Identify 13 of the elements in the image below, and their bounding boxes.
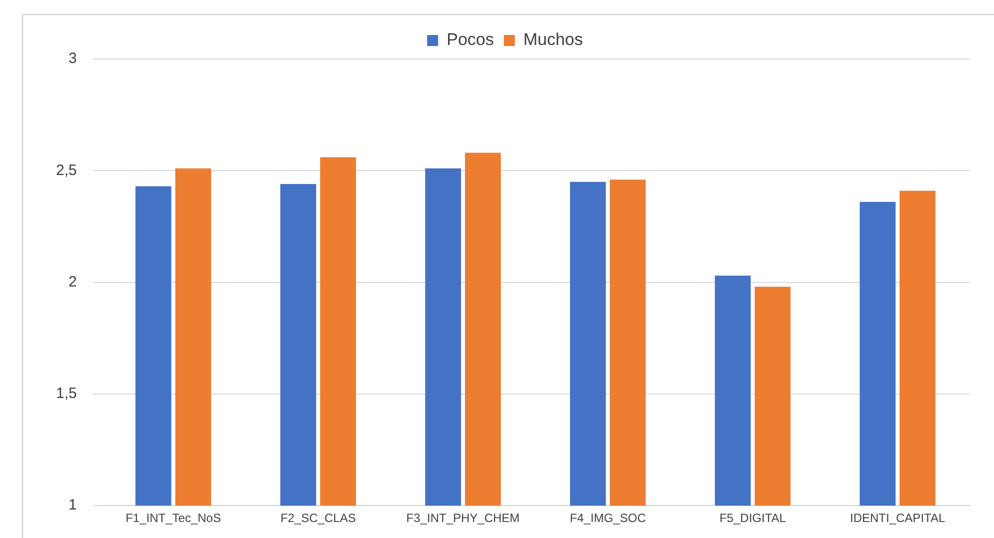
y-tick-label: 2,5	[56, 162, 77, 179]
y-tick-label: 1	[68, 496, 77, 514]
x-tick-label: F1_INT_Tec_NoS	[126, 511, 221, 526]
legend-label: Muchos	[523, 30, 583, 50]
y-tick-label: 1,5	[56, 385, 77, 402]
x-tick-label: F4_IMG_SOC	[570, 511, 646, 526]
x-tick-label: IDENTI_CAPITAL	[850, 511, 946, 526]
x-tick-label: F5_DIGITAL	[719, 511, 786, 526]
x-tick-label: F2_SC_CLAS	[280, 511, 356, 526]
y-tick-label: 2	[68, 273, 77, 290]
legend-label: Pocos	[446, 30, 494, 50]
y-tick-label: 3	[68, 50, 77, 68]
x-tick-label: F3_INT_PHY_CHEM	[406, 511, 520, 526]
